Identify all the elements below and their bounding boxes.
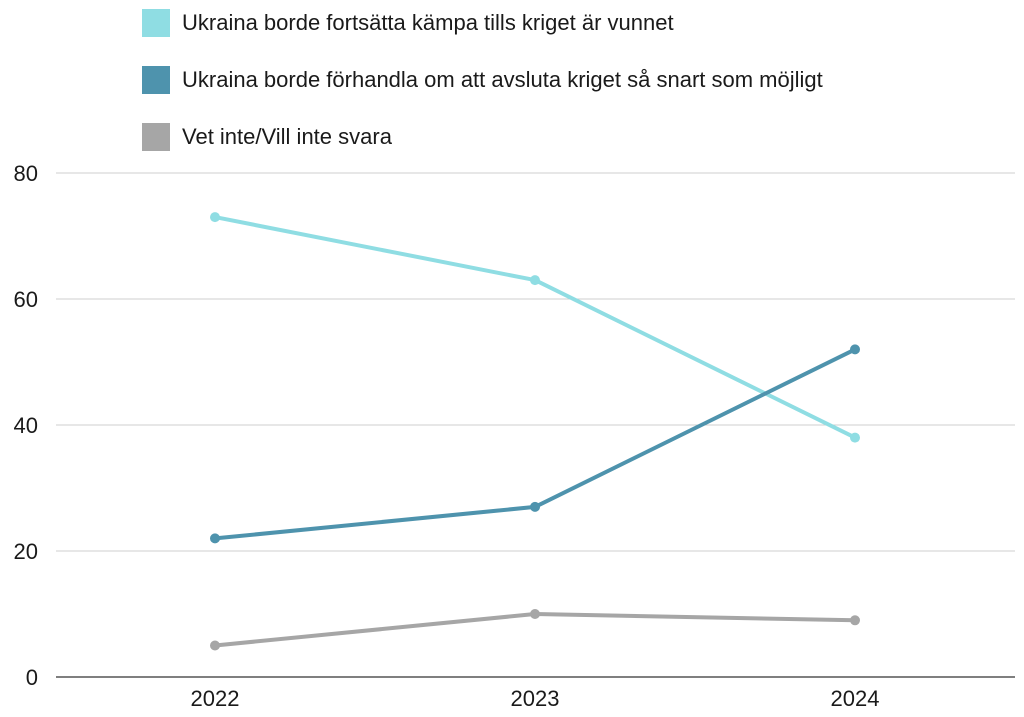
x-tick-label-2023: 2023 (511, 686, 560, 711)
x-tick-label-2022: 2022 (191, 686, 240, 711)
y-tick-label-0: 0 (26, 665, 38, 690)
gridlines (56, 172, 1015, 678)
legend-label-dont-know: Vet inte/Vill inte svara (182, 124, 392, 149)
legend-swatch-fight (142, 9, 170, 37)
data-point-dont-know-2024 (850, 615, 860, 626)
legend-label-fight: Ukraina borde fortsätta kämpa tills krig… (182, 10, 674, 35)
x-tick-label-2024: 2024 (831, 686, 880, 711)
data-point-fight-2023 (530, 275, 540, 286)
legend-swatch-dont-know (142, 123, 170, 151)
data-point-fight-2024 (850, 432, 860, 443)
data-point-dont-know-2023 (530, 609, 540, 619)
legend-label-negotiate: Ukraina borde förhandla om att avsluta k… (182, 67, 823, 92)
legend-item-negotiate: Ukraina borde förhandla om att avsluta k… (142, 65, 823, 95)
data-series (210, 212, 860, 651)
y-tick-label-40: 40 (14, 413, 38, 438)
y-tick-label-80: 80 (14, 161, 38, 186)
data-point-fight-2022 (210, 212, 220, 223)
legend-swatch-negotiate (142, 66, 170, 94)
series-line-fight (213, 215, 857, 440)
y-axis-ticks: 0 20 40 60 80 (14, 161, 38, 690)
x-axis-ticks: 2022 2023 2024 (191, 686, 880, 711)
series-negotiate (210, 344, 860, 544)
chart-legend: Ukraina borde fortsätta kämpa tills krig… (142, 8, 823, 179)
series-fight (210, 212, 860, 443)
series-dont-know (210, 609, 860, 651)
y-tick-label-60: 60 (14, 287, 38, 312)
data-point-negotiate-2022 (210, 533, 220, 544)
data-point-negotiate-2023 (530, 501, 540, 512)
legend-item-dont-know: Vet inte/Vill inte svara (142, 122, 823, 152)
legend-item-fight: Ukraina borde fortsätta kämpa tills krig… (142, 8, 823, 38)
data-point-negotiate-2024 (850, 344, 860, 355)
y-tick-label-20: 20 (14, 539, 38, 564)
data-point-dont-know-2022 (210, 640, 220, 651)
